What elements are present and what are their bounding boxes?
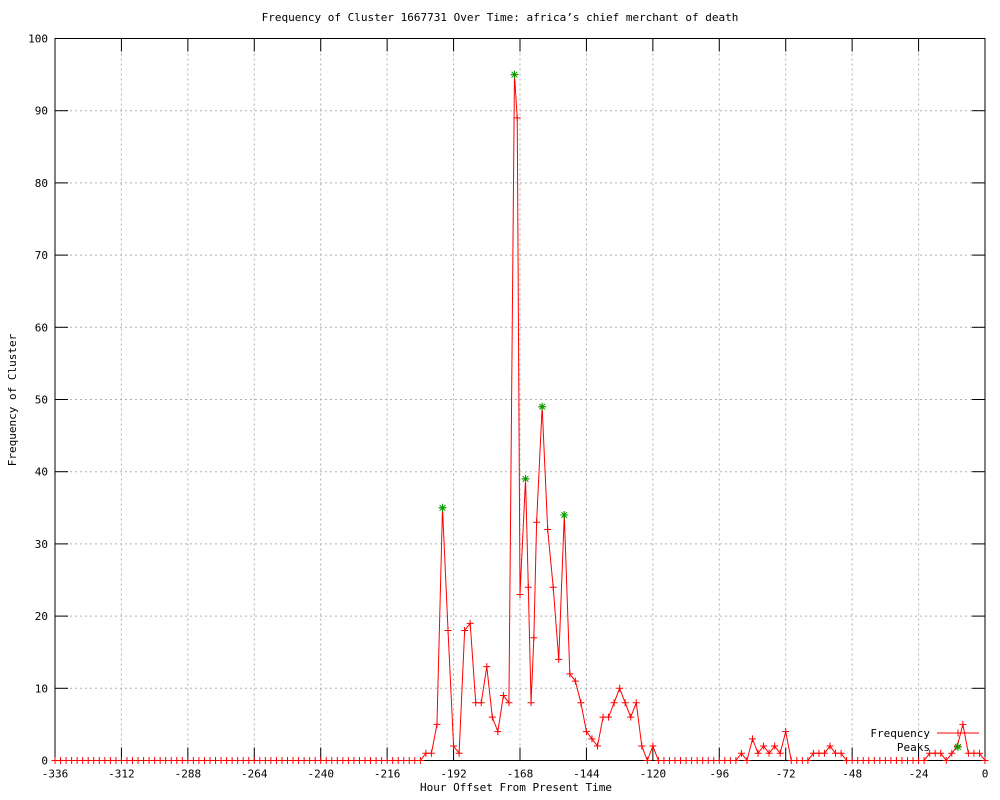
plot-border [54,38,986,761]
x-tick-label: -48 [842,768,862,781]
legend-label-peaks: Peaks [897,741,930,754]
x-tick-label: -72 [776,768,796,781]
x-tick-label: -144 [573,768,600,781]
legend-plus-sample [954,729,962,737]
y-tick-label: 40 [35,466,48,479]
x-tick-label: -312 [108,768,135,781]
x-tick-label: -96 [709,768,729,781]
x-tick-label: -240 [307,768,334,781]
x-axis-label: Hour Offset From Present Time [419,781,613,794]
y-tick-label: 20 [35,610,48,623]
chart-title: Frequency of Cluster 1667731 Over Time: … [261,11,739,24]
x-tick-label: -120 [640,768,667,781]
x-tick-label: 0 [982,768,989,781]
frequency-line [55,74,986,762]
x-tick-label: -288 [175,768,202,781]
x-tick-label: -216 [374,768,401,781]
y-tick-label: 60 [35,321,48,334]
legend-label-frequency: Frequency [870,727,930,740]
x-tick-label: -24 [909,768,929,781]
y-tick-label: 80 [35,177,48,190]
x-tick-label: -192 [440,768,467,781]
y-tick-label: 90 [35,105,48,118]
y-tick-label: 100 [28,33,48,46]
peak-asterisk-markers [438,70,569,520]
y-tick-label: 10 [35,682,48,695]
y-tick-label: 30 [35,538,48,551]
legend-asterisk-sample [954,743,962,751]
x-tick-label: -168 [507,768,534,781]
x-tick-label: -264 [241,768,268,781]
y-tick-label: 70 [35,249,48,262]
y-axis-label: Frequency of Cluster [6,333,19,467]
x-tick-label: -336 [42,768,69,781]
y-tick-label: 50 [35,394,48,407]
y-tick-label: 0 [41,755,48,768]
